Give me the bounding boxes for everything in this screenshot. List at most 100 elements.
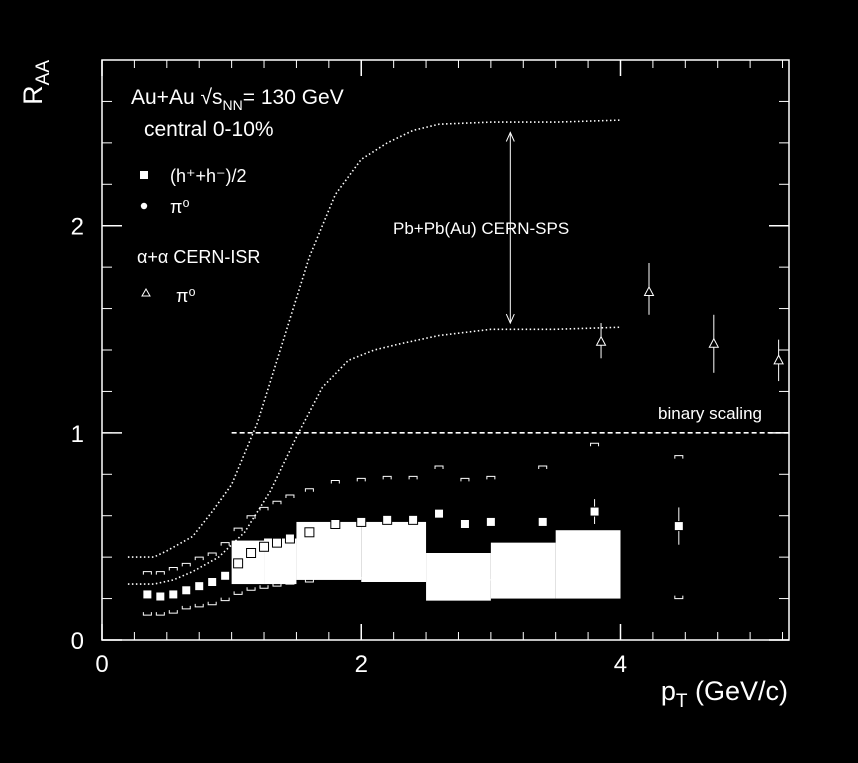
- legend-system: Au+Au √sNN= 130 GeV: [131, 86, 344, 113]
- y-tick-label: 2: [71, 214, 84, 241]
- legend: Au+Au √sNN= 130 GeV central 0-10% (h⁺+h⁻…: [131, 86, 344, 306]
- syst-bracket-lower: [155, 612, 165, 616]
- legend-triangle-marker: [141, 287, 151, 297]
- hadron-point: [142, 589, 153, 600]
- x-tick-label: 2: [355, 651, 368, 678]
- syst-bracket-upper: [194, 556, 204, 561]
- hadron-point: [382, 514, 393, 525]
- hadron-point: [246, 548, 257, 558]
- legend-pi0: π⁰: [170, 197, 190, 217]
- syst-bracket-lower: [142, 612, 152, 616]
- syst-bracket-upper: [272, 500, 282, 505]
- syst-bracket-lower: [259, 585, 269, 589]
- hadron-point: [284, 533, 295, 544]
- sps-lower-curve: [127, 326, 621, 585]
- syst-bracket-upper: [259, 506, 269, 511]
- syst-bracket-upper: [382, 475, 392, 480]
- sps-arrow-head-bottom: [505, 313, 515, 325]
- isr-pi0-point: [708, 337, 720, 348]
- syst-bracket-lower: [233, 591, 243, 595]
- syst-bracket-lower: [207, 601, 217, 606]
- syst-bracket-upper: [356, 477, 366, 482]
- hadron-point: [485, 516, 496, 527]
- syst-bracket-lower: [304, 579, 314, 583]
- sps-upper-curve: [127, 119, 621, 558]
- syst-bracket-lower: [168, 610, 178, 614]
- syst-bracket-upper: [246, 515, 256, 519]
- hadron-point: [207, 577, 218, 587]
- syst-bracket-lower: [194, 603, 204, 608]
- sps-curves: [127, 119, 789, 585]
- x-tick-label: 4: [614, 651, 627, 678]
- syst-bracket-upper: [207, 552, 217, 556]
- hadron-point: [259, 541, 270, 552]
- hadron-point: [220, 570, 231, 581]
- hadron-point: [155, 591, 166, 602]
- syst-bracket-lower: [674, 595, 684, 600]
- syst-bracket-lower: [382, 574, 392, 579]
- y-tick-label: 1: [71, 421, 84, 448]
- hadron-point: [181, 585, 192, 596]
- binary-scaling-annotation: binary scaling: [658, 404, 762, 423]
- hadron-point: [537, 516, 548, 527]
- syst-bracket-upper: [181, 562, 191, 567]
- syst-bracket-lower: [434, 572, 444, 577]
- y-tick-label: 0: [71, 628, 84, 655]
- hadron-point: [304, 527, 315, 538]
- x-axis-label: pT (GeV/c): [661, 676, 788, 712]
- syst-bracket-lower: [330, 574, 340, 579]
- syst-band-3: [361, 521, 427, 582]
- syst-bracket-upper: [220, 542, 230, 546]
- hadron-point: [194, 581, 205, 592]
- legend-centrality: central 0-10%: [144, 118, 274, 141]
- isr-pi0-point: [643, 285, 655, 296]
- syst-bracket-upper: [590, 442, 600, 447]
- syst-bracket-lower: [246, 587, 256, 591]
- syst-bracket-upper: [434, 465, 444, 469]
- syst-bracket-upper: [304, 488, 314, 492]
- hadron-point: [673, 521, 684, 532]
- x-tick-label: 0: [95, 651, 108, 678]
- syst-bracket-upper: [460, 477, 470, 482]
- syst-band-5: [490, 542, 556, 599]
- hadron-point: [434, 508, 445, 519]
- syst-bracket-lower: [408, 574, 418, 579]
- syst-bracket-lower: [538, 576, 548, 581]
- syst-bracket-lower: [356, 574, 366, 579]
- sps-annotation: Pb+Pb(Au) CERN-SPS: [393, 219, 569, 238]
- syst-bracket-upper: [330, 480, 340, 484]
- systematic-bands: [231, 521, 621, 601]
- syst-bracket-lower: [285, 581, 295, 585]
- hadron-point: [459, 519, 470, 529]
- hadron-point: [168, 589, 179, 600]
- syst-bracket-lower: [486, 576, 496, 581]
- syst-band-6: [555, 530, 621, 599]
- syst-band-4: [426, 553, 491, 601]
- syst-bracket-upper: [285, 494, 295, 498]
- syst-bracket-upper: [233, 527, 243, 532]
- sps-arrow-head-top: [505, 131, 515, 142]
- legend-circle-marker: [140, 202, 148, 210]
- y-axis-label: RAA: [18, 60, 54, 105]
- syst-bracket-upper: [155, 571, 165, 575]
- syst-bracket-lower: [272, 583, 282, 587]
- isr-pi0-point: [773, 354, 784, 365]
- syst-bracket-upper: [168, 567, 178, 571]
- legend-isr-pi0: π⁰: [176, 286, 196, 306]
- syst-bracket-lower: [220, 597, 230, 602]
- hadron-point: [330, 519, 341, 529]
- legend-hadrons: (h⁺+h⁻)/2: [170, 166, 247, 186]
- legend-isr-title: α+α CERN-ISR: [137, 247, 260, 267]
- hadron-point: [271, 537, 282, 548]
- axis-ticks: 0 2 4 0 1 2: [71, 59, 789, 678]
- syst-bracket-lower: [590, 574, 600, 579]
- hadron-point: [356, 516, 367, 527]
- syst-bracket-upper: [486, 475, 496, 480]
- hadron-point: [233, 558, 244, 569]
- hadron-point: [589, 506, 600, 517]
- data-marks: [142, 263, 784, 616]
- syst-bracket-upper: [538, 465, 548, 469]
- hadron-point: [408, 514, 419, 525]
- isr-pi0-point: [595, 335, 607, 346]
